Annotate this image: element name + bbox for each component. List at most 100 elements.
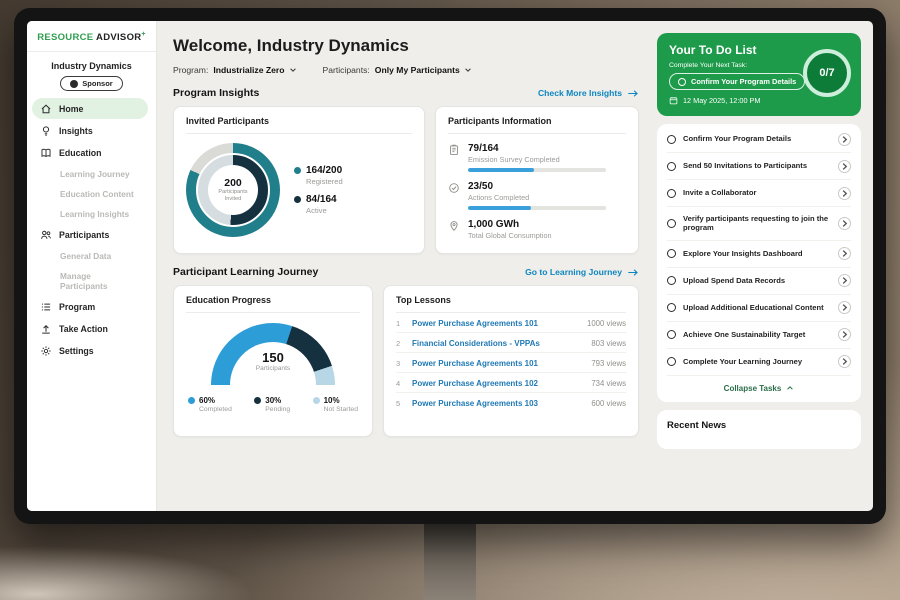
link-label: Check More Insights <box>538 88 622 98</box>
lesson-rank: 2 <box>396 339 404 348</box>
sidebar-item-participants[interactable]: Participants <box>32 224 148 245</box>
sidebar-item-general-data[interactable]: General Data <box>32 246 148 265</box>
task-label: Complete Your Learning Journey <box>683 357 831 367</box>
gauge-center-label: Participants <box>211 365 335 372</box>
chevron-down-icon <box>289 66 297 74</box>
sidebar-item-education[interactable]: Education <box>32 142 148 163</box>
chevron-right-icon <box>839 218 850 229</box>
gauge-clip: 150 Participants <box>211 323 335 385</box>
legend-label: Not Started <box>324 406 358 413</box>
todo-task-row[interactable]: Complete Your Learning Journey <box>667 349 851 376</box>
participants-filter-dropdown[interactable]: Only My Participants <box>375 65 472 75</box>
legend-value: 164/200 <box>306 165 342 176</box>
sidebar-item-settings[interactable]: Settings <box>32 340 148 361</box>
legend-label: Pending <box>265 406 290 413</box>
lesson-views: 734 views <box>591 379 626 388</box>
task-chevron-icon[interactable] <box>838 274 851 287</box>
task-chevron-icon[interactable] <box>838 328 851 341</box>
collapse-tasks-button[interactable]: Collapse Tasks <box>667 376 851 399</box>
program-filter-dropdown[interactable]: Industrialize Zero <box>213 65 296 75</box>
todo-panel: Your To Do List Complete Your Next Task:… <box>651 21 873 511</box>
logo-plus: + <box>141 31 145 38</box>
gauge-legend-item: 60% Completed <box>188 396 232 413</box>
todo-task-row[interactable]: Verify participants requesting to join t… <box>667 207 851 241</box>
recent-news-title: Recent News <box>667 420 851 431</box>
lesson-link[interactable]: Power Purchase Agreements 101 <box>412 319 579 328</box>
sidebar-item-education-content[interactable]: Education Content <box>32 184 148 203</box>
task-label: Upload Spend Data Records <box>683 276 831 286</box>
sidebar-item-label: Settings <box>59 346 94 356</box>
task-checkbox[interactable] <box>667 303 676 312</box>
invited-card-title: Invited Participants <box>186 116 412 134</box>
task-chevron-icon[interactable] <box>838 160 851 173</box>
lesson-link[interactable]: Power Purchase Agreements 103 <box>412 399 583 408</box>
legend-label: Completed <box>199 406 232 413</box>
sidebar-item-label: Education Content <box>60 189 134 199</box>
sidebar-item-learning-insights[interactable]: Learning Insights <box>32 204 148 223</box>
task-checkbox[interactable] <box>667 357 676 366</box>
todo-progress-value: 0/7 <box>819 67 834 79</box>
sidebar-item-manage-participants[interactable]: Manage Participants <box>32 266 148 295</box>
gauge-legend-item: 10% Not Started <box>313 396 358 413</box>
todo-task-row[interactable]: Confirm Your Program Details <box>667 126 851 153</box>
task-checkbox[interactable] <box>667 189 676 198</box>
task-checkbox[interactable] <box>667 219 676 228</box>
stat-row: 79/164 Emission Survey Completed <box>448 143 626 172</box>
donut-center: 200 Participants Invited <box>208 165 258 215</box>
legend-value: 84/164 <box>306 194 337 205</box>
task-chevron-icon[interactable] <box>838 301 851 314</box>
lesson-views: 803 views <box>591 339 626 348</box>
task-label: Verify participants requesting to join t… <box>683 214 831 234</box>
task-checkbox[interactable] <box>667 135 676 144</box>
gauge-center: 150 Participants <box>211 350 335 372</box>
invited-participants-card: Invited Participants 200 Participants In… <box>173 106 425 254</box>
task-chevron-icon[interactable] <box>838 247 851 260</box>
todo-task-row[interactable]: Invite a Collaborator <box>667 180 851 207</box>
todo-task-row[interactable]: Upload Additional Educational Content <box>667 295 851 322</box>
stat-progress-bar <box>468 206 606 210</box>
go-to-learning-journey-link[interactable]: Go to Learning Journey <box>525 267 639 277</box>
sidebar-item-program[interactable]: Program <box>32 296 148 317</box>
stat-label: Actions Completed <box>468 193 606 202</box>
sidebar-item-label: Insights <box>59 126 93 136</box>
task-checkbox[interactable] <box>667 249 676 258</box>
sidebar-item-label: Program <box>59 302 95 312</box>
task-checkbox[interactable] <box>667 330 676 339</box>
sidebar-item-home[interactable]: Home <box>32 98 148 119</box>
gauge-center-value: 150 <box>211 350 335 365</box>
gauge-legend-item: 30% Pending <box>254 396 290 413</box>
stat-label: Emission Survey Completed <box>468 155 606 164</box>
todo-task-row[interactable]: Upload Spend Data Records <box>667 268 851 295</box>
donut-legend-item: 84/164 Active <box>294 194 343 215</box>
filter-bar: Program: Industrialize Zero Participants… <box>173 65 639 75</box>
lesson-link[interactable]: Power Purchase Agreements 102 <box>412 379 583 388</box>
lesson-link[interactable]: Power Purchase Agreements 101 <box>412 359 583 368</box>
learning-journey-header: Participant Learning Journey Go to Learn… <box>173 266 639 278</box>
sidebar-item-insights[interactable]: Insights <box>32 120 148 141</box>
sidebar-item-learning-journey[interactable]: Learning Journey <box>32 164 148 183</box>
due-date-label: 12 May 2025, 12:00 PM <box>683 96 760 105</box>
chevron-right-icon <box>839 248 850 259</box>
task-chevron-icon[interactable] <box>838 133 851 146</box>
task-chevron-icon[interactable] <box>838 187 851 200</box>
task-label: Send 50 Invitations to Participants <box>683 161 831 171</box>
todo-task-row[interactable]: Achieve One Sustainability Target <box>667 322 851 349</box>
task-label: Achieve One Sustainability Target <box>683 330 831 340</box>
sidebar-item-take-action[interactable]: Take Action <box>32 318 148 339</box>
task-checkbox[interactable] <box>667 276 676 285</box>
next-task-chip[interactable]: Confirm Your Program Details <box>669 73 805 90</box>
task-chevron-icon[interactable] <box>838 355 851 368</box>
calendar-icon <box>669 96 678 105</box>
sponsor-badge[interactable]: Sponsor <box>60 76 122 91</box>
donut-legend: 164/200 Registered 84/164 Active <box>294 157 343 223</box>
education-progress-card: Education Progress 150 Participants <box>173 285 373 437</box>
program-filter-label: Program: <box>173 65 208 75</box>
task-chevron-icon[interactable] <box>838 217 851 230</box>
todo-task-row[interactable]: Send 50 Invitations to Participants <box>667 153 851 180</box>
todo-task-row[interactable]: Explore Your Insights Dashboard <box>667 241 851 268</box>
task-checkbox[interactable] <box>667 162 676 171</box>
lesson-link[interactable]: Financial Considerations - VPPAs <box>412 339 583 348</box>
stat-body: 79/164 Emission Survey Completed <box>468 143 606 172</box>
check-more-insights-link[interactable]: Check More Insights <box>538 88 639 98</box>
legend-dot-icon <box>313 397 320 404</box>
